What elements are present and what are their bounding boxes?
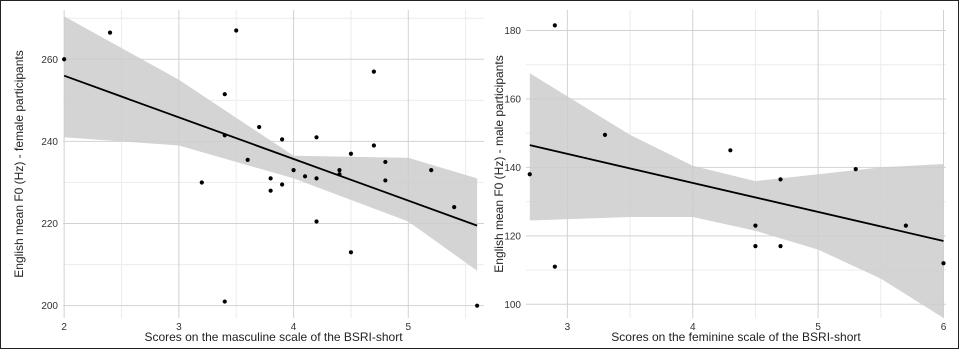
data-point xyxy=(753,244,758,249)
x-tick-label: 4 xyxy=(291,322,297,333)
confidence-band xyxy=(529,73,944,318)
regression-line xyxy=(529,144,944,242)
data-point xyxy=(257,124,262,130)
data-point xyxy=(222,299,227,304)
data-point xyxy=(475,303,480,308)
x-tick-label: 3 xyxy=(176,322,182,333)
y-tick-label: 180 xyxy=(504,26,521,37)
data-point xyxy=(199,180,204,185)
left-scatter-panel: 2 3 4 5 200 220 240 260 Scores on the masculine … xyxy=(12,10,484,344)
data-point xyxy=(348,250,354,255)
x-tick-label: 6 xyxy=(941,322,947,333)
data-point xyxy=(280,182,285,187)
data-point xyxy=(903,223,908,228)
y-tick-label: 100 xyxy=(504,300,521,311)
data-point xyxy=(371,69,376,74)
data-point xyxy=(234,28,239,33)
data-point xyxy=(337,172,342,177)
x-tick-label: 3 xyxy=(565,322,571,333)
data-point xyxy=(527,172,532,177)
regression-line xyxy=(63,74,478,227)
y-tick-label: 140 xyxy=(504,163,521,174)
data-point xyxy=(62,57,67,62)
data-point xyxy=(383,178,388,183)
data-point xyxy=(337,168,342,173)
y-axis-label: English mean F0 (Hz) - male participants xyxy=(492,55,506,272)
x-axis-label: Scores on the masculine scale of the BSR… xyxy=(144,330,403,344)
x-tick-label: 5 xyxy=(406,322,412,333)
data-point xyxy=(941,261,946,266)
data-point xyxy=(291,168,296,173)
data-point xyxy=(348,151,354,156)
y-tick-label: 240 xyxy=(41,137,58,148)
data-point xyxy=(245,157,250,162)
data-point xyxy=(268,188,273,193)
data-point xyxy=(314,135,319,140)
data-point xyxy=(778,244,783,249)
x-tick-label: 4 xyxy=(690,322,696,333)
data-point xyxy=(728,148,733,153)
data-point xyxy=(853,167,858,172)
y-tick-label: 200 xyxy=(41,301,58,312)
data-point xyxy=(280,137,285,142)
x-tick-label: 5 xyxy=(815,322,821,333)
data-point xyxy=(107,30,113,35)
y-tick-label: 260 xyxy=(41,55,58,66)
data-point xyxy=(753,223,758,228)
data-point xyxy=(429,168,434,173)
data-point xyxy=(383,159,388,165)
data-point xyxy=(302,174,308,179)
data-point xyxy=(552,23,557,28)
y-axis-label: English mean F0 (Hz) - female participan… xyxy=(12,50,26,277)
y-tick-label: 120 xyxy=(504,231,521,242)
data-point xyxy=(222,92,227,97)
y-tick-label: 220 xyxy=(41,219,58,230)
data-point xyxy=(602,132,608,138)
confidence-band xyxy=(64,16,478,271)
data-point xyxy=(552,264,557,269)
x-tick-label: 2 xyxy=(61,322,67,333)
right-scatter-panel: 3 4 5 6 100 120 140 160 180 Scores on the feminin… xyxy=(492,10,947,344)
data-point xyxy=(314,176,319,181)
data-point xyxy=(371,143,376,148)
data-point xyxy=(222,133,227,138)
data-point xyxy=(314,219,319,224)
x-axis-label: Scores on the feminine scale of the BSRI… xyxy=(611,330,861,344)
y-tick-label: 160 xyxy=(504,94,521,105)
data-point xyxy=(268,176,273,181)
data-point xyxy=(452,205,457,210)
data-point xyxy=(778,177,783,182)
